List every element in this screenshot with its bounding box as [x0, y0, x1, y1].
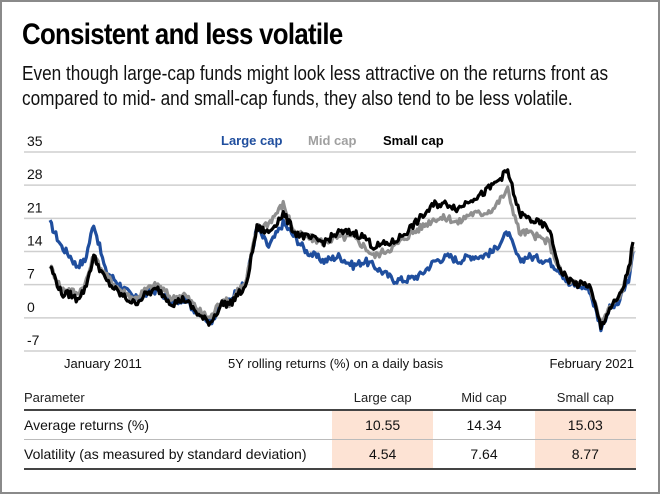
legend-small-cap: Small cap: [383, 133, 444, 148]
y-axis-ticks: 35 28 21 14 7 0 -7: [27, 133, 43, 348]
legend-mid-cap: Mid cap: [308, 133, 356, 148]
y-tick-label: 28: [27, 166, 43, 182]
x-end-label: February 2021: [549, 356, 634, 371]
y-tick-label: 35: [27, 133, 43, 149]
y-tick-label: -7: [27, 332, 40, 348]
cell-mid-cap-avg: 14.34: [433, 410, 535, 440]
x-start-label: January 2011: [64, 356, 142, 371]
series-small-cap-line: [49, 168, 635, 331]
y-tick-label: 7: [27, 266, 35, 282]
x-axis-title: 5Y rolling returns (%) on a daily basis: [228, 356, 444, 371]
cell-small-cap-avg: 15.03: [534, 410, 636, 440]
line-chart: 35 28 21 14 7 0 -7 Large cap Mid cap Small cap…: [24, 133, 636, 371]
header-small-cap: Small cap: [534, 385, 636, 411]
cell-large-cap-avg: 10.55: [332, 410, 434, 440]
stats-table: Parameter Large cap Mid cap Small cap Av…: [24, 385, 636, 470]
header-large-cap: Large cap: [332, 385, 434, 411]
y-tick-label: 14: [27, 233, 43, 249]
series-lines: [48, 168, 635, 333]
header-parameter: Parameter: [24, 385, 332, 411]
table-header-row: Parameter Large cap Mid cap Small cap: [24, 385, 636, 411]
gridlines: [24, 151, 636, 352]
y-tick-label: 21: [27, 199, 43, 215]
cell-small-cap-vol: 8.77: [534, 439, 636, 470]
legend-large-cap: Large cap: [221, 133, 282, 148]
page-subtitle: Even though large-cap funds might look l…: [22, 63, 609, 110]
legend: Large cap Mid cap Small cap: [221, 133, 444, 148]
cell-large-cap-vol: 4.54: [332, 439, 434, 470]
y-tick-label: 0: [27, 299, 35, 315]
row-label-volatility: Volatility (as measured by standard devi…: [24, 439, 332, 470]
table-row: Average returns (%) 10.55 14.34 15.03: [24, 410, 636, 440]
row-label-average-returns: Average returns (%): [24, 410, 332, 440]
page-title: Consistent and less volatile: [22, 18, 343, 51]
cell-mid-cap-vol: 7.64: [433, 439, 535, 470]
header-mid-cap: Mid cap: [433, 385, 535, 411]
table-row: Volatility (as measured by standard devi…: [24, 439, 636, 470]
